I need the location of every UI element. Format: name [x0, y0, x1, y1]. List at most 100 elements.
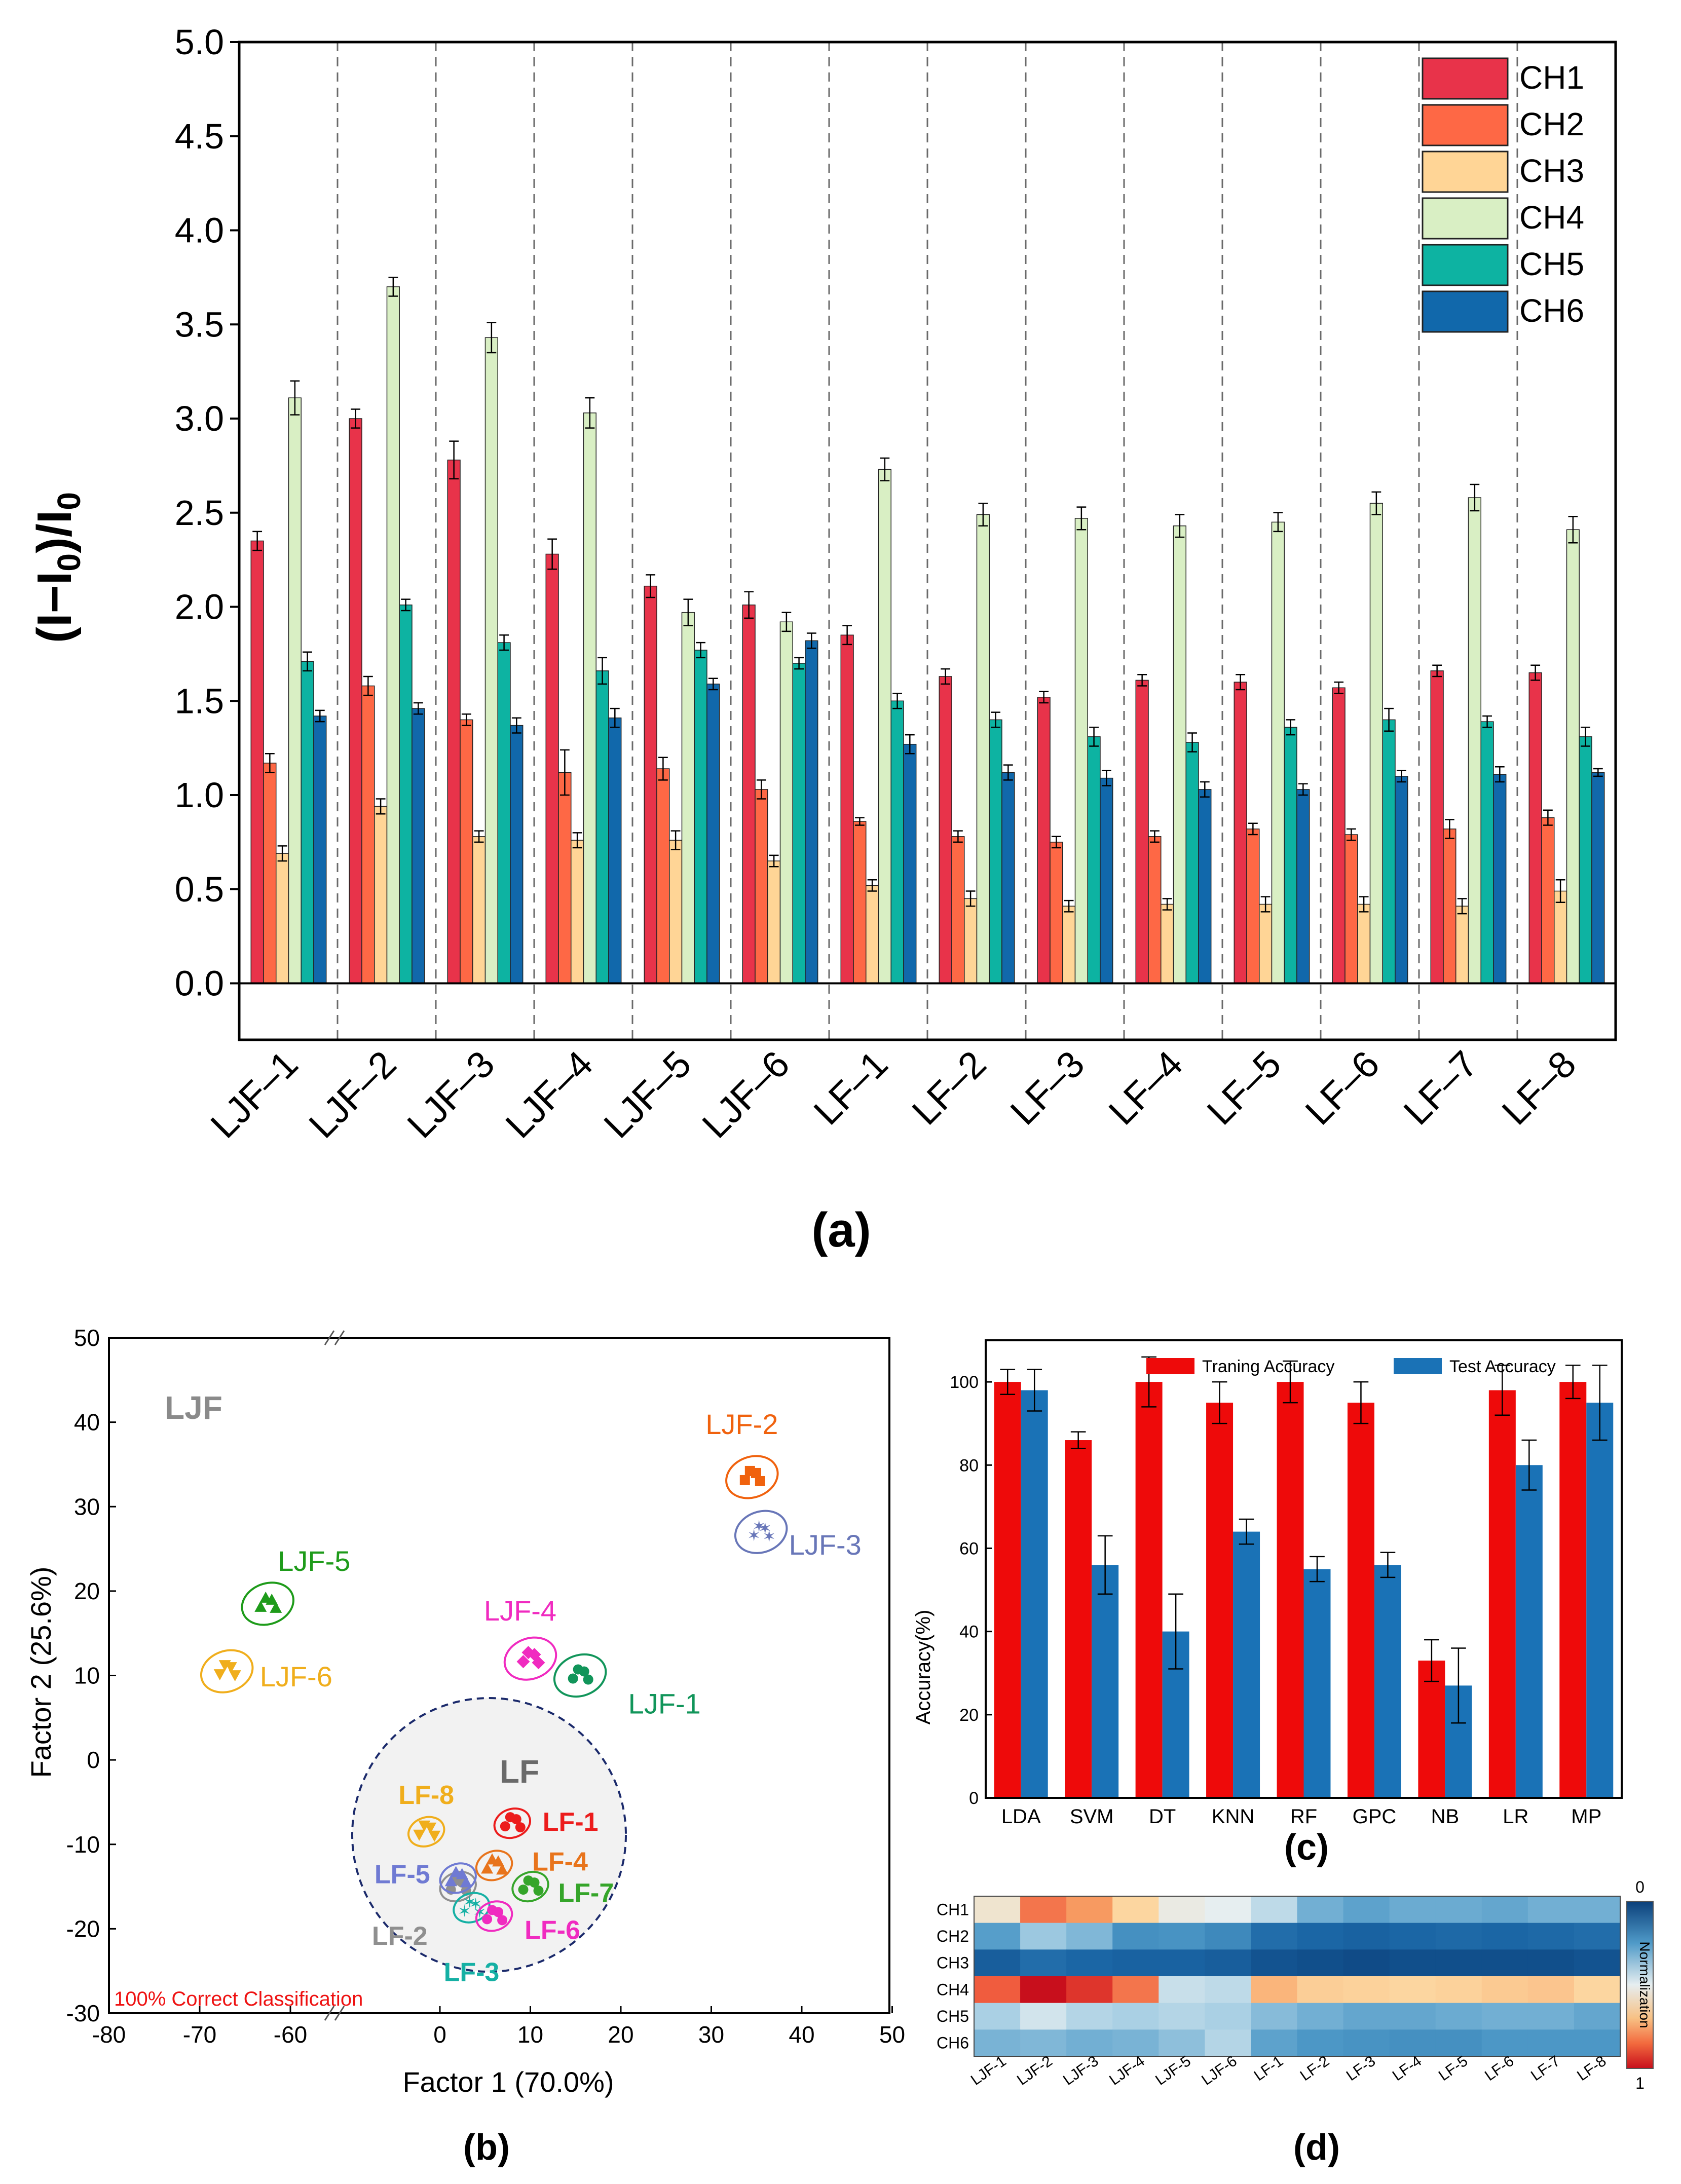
heatmap-column-label: LF-7 — [1528, 2053, 1563, 2084]
heatmap-cell-CH5-LJF-6 — [1205, 2003, 1251, 2030]
bar-CH5-6 — [890, 700, 904, 984]
x-tick-label: LDA — [1001, 1805, 1041, 1828]
panel-a-bars — [250, 277, 1605, 984]
x-tick-label: 10 — [517, 2021, 543, 2048]
x-tick-label: RF — [1290, 1805, 1317, 1828]
heatmap-cell-CH4-LF-8 — [1574, 1976, 1621, 2004]
bar-CH6-0 — [313, 716, 327, 984]
panel-c-y-axis-label: Accuracy(%) — [912, 1610, 935, 1725]
axis-break — [334, 1330, 345, 1345]
bar-test-LDA — [1021, 1390, 1048, 1798]
data-point-LJF-3-3: ✶ — [752, 1517, 766, 1535]
bar-CH1-8 — [1037, 697, 1051, 984]
legend-swatch-CH3 — [1422, 150, 1509, 193]
bar-training-LR — [1488, 1390, 1516, 1798]
legend-label-CH4: CH4 — [1519, 199, 1584, 236]
heatmap-cell-CH6-LJF-3 — [1066, 2029, 1113, 2057]
y-tick-label: 1.5 — [175, 681, 224, 721]
bar-CH3-4 — [669, 840, 683, 984]
x-tick-label: LF–7 — [1396, 1043, 1486, 1133]
bar-CH5-11 — [1382, 719, 1396, 984]
heatmap-cell-CH6-LJF-2 — [1020, 2029, 1067, 2057]
bar-CH3-11 — [1357, 903, 1371, 984]
cluster-LF-7: LF-7 — [511, 1871, 614, 1908]
heatmap-cell-CH6-LF-6 — [1481, 2029, 1528, 2057]
plot-frame — [238, 41, 1617, 1041]
bar-CH1-11 — [1332, 687, 1346, 984]
heatmap-cell-CH6-LF-1 — [1251, 2029, 1297, 2057]
heatmap-column-label: LF-2 — [1297, 2053, 1332, 2084]
x-tick-label: -70 — [183, 2021, 216, 2048]
bar-CH4-7 — [976, 514, 990, 984]
bar-CH5-9 — [1185, 742, 1199, 984]
heatmap-cell-CH1-LF-6 — [1481, 1896, 1528, 1924]
data-point-LJF-4-3 — [521, 1646, 535, 1660]
panel-d-cells — [974, 1896, 1621, 2057]
y-tick-label: 40 — [74, 1409, 100, 1436]
heatmap-cell-CH2-LF-2 — [1297, 1923, 1344, 1950]
bar-CH2-9 — [1148, 836, 1162, 984]
heatmap-cell-CH2-LF-3 — [1343, 1923, 1390, 1950]
data-point-LF-7-0 — [518, 1885, 529, 1895]
panel-a-bar-chart: 0.00.51.01.52.02.53.03.54.04.55.0LJF–1LJ… — [27, 22, 1617, 1257]
x-tick-label: LJF–4 — [497, 1043, 601, 1146]
cluster-label-LF-7: LF-7 — [558, 1878, 614, 1908]
x-tick-label: LF–8 — [1494, 1043, 1584, 1133]
cluster-LF-5: LF-5 — [375, 1860, 477, 1894]
heatmap-row-label: CH5 — [937, 2007, 969, 2025]
heatmap-cell-CH1-LJF-2 — [1020, 1896, 1067, 1924]
data-point-LJF-2-2 — [755, 1476, 765, 1486]
data-point-LJF-1-3 — [573, 1664, 583, 1675]
heatmap-cell-CH5-LF-8 — [1574, 2003, 1621, 2030]
data-point-LJF-5-3 — [259, 1591, 272, 1603]
classification-annotation: 100% Correct Classification — [114, 1988, 363, 2010]
x-tick-label: LF–4 — [1101, 1043, 1191, 1133]
data-point-LF-5-2 — [460, 1876, 472, 1888]
confidence-ellipse-LJF-4 — [503, 1636, 557, 1681]
y-tick-label: 10 — [74, 1663, 100, 1689]
data-point-LF-8-2 — [428, 1830, 441, 1842]
data-point-LJF-6-2 — [229, 1670, 241, 1682]
x-tick-label: NB — [1431, 1805, 1460, 1828]
bar-CH2-10 — [1246, 829, 1260, 984]
confidence-ellipse-LJF-6 — [200, 1649, 254, 1693]
bar-CH5-3 — [595, 670, 609, 984]
panel-b-axes: -80 -70 -60 0 10 20 30 40 50 -30 -20 -10 0 10 20 30 40 50 — [66, 1325, 906, 2048]
confidence-ellipse-LF-6 — [475, 1900, 513, 1932]
heatmap-cell-CH2-LF-5 — [1435, 1923, 1482, 1950]
data-point-LF-1-3 — [505, 1812, 515, 1823]
bar-CH3-1 — [374, 806, 388, 984]
heatmap-cell-CH6-LF-7 — [1527, 2029, 1575, 2057]
heatmap-column-label: LJF-1 — [968, 2053, 1010, 2089]
bar-CH2-8 — [1050, 842, 1063, 984]
bar-CH2-0 — [263, 763, 277, 984]
cluster-LJF-2: LJF-2 — [705, 1408, 779, 1499]
y-tick-label: 0 — [87, 1747, 100, 1773]
data-point-LF-5-3 — [450, 1866, 462, 1877]
heatmap-cell-CH6-LF-5 — [1435, 2029, 1482, 2057]
confidence-ellipse-LF-7 — [511, 1871, 549, 1903]
bar-CH6-7 — [1001, 772, 1015, 984]
x-tick-label: MP — [1571, 1805, 1601, 1828]
x-tick-label: LJF–5 — [595, 1043, 699, 1146]
x-tick-label: LF–5 — [1199, 1043, 1289, 1133]
heatmap-cell-CH3-LF-4 — [1389, 1949, 1436, 1977]
confidence-ellipse-LF-8 — [407, 1816, 445, 1848]
bar-CH2-3 — [558, 772, 572, 984]
data-point-LJF-5-2 — [270, 1601, 282, 1613]
bar-CH2-6 — [853, 821, 867, 984]
bar-CH4-13 — [1566, 529, 1580, 984]
heatmap-cell-CH4-LJF-2 — [1020, 1976, 1067, 2004]
heatmap-cell-CH5-LF-6 — [1481, 2003, 1528, 2030]
bar-CH5-8 — [1087, 736, 1101, 984]
cluster-label-LJF-5: LJF-5 — [278, 1545, 350, 1577]
bar-CH1-7 — [939, 676, 952, 984]
bar-training-LDA — [994, 1382, 1021, 1798]
cluster-label-LF-3: LF-3 — [444, 1958, 500, 1987]
y-tick-label: 80 — [959, 1456, 979, 1475]
data-point-LF-1-2 — [515, 1822, 526, 1833]
heatmap-cell-CH4-LF-2 — [1297, 1976, 1344, 2004]
legend-swatch-training — [1146, 1358, 1194, 1374]
panel-b-y-axis-label: Factor 2 (25.6%) — [25, 1566, 57, 1778]
